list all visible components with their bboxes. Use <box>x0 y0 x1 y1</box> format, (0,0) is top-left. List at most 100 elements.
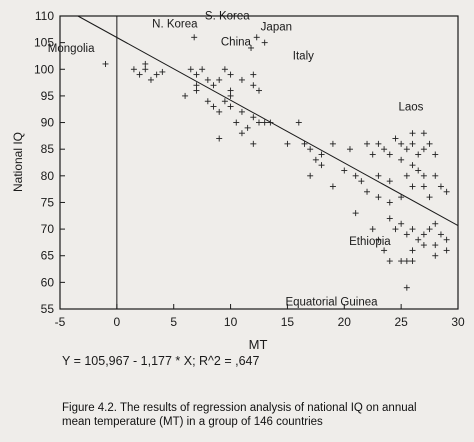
x-tick-label: 20 <box>338 315 352 329</box>
data-point-marker <box>381 247 388 254</box>
regression-line <box>77 15 459 227</box>
data-point-marker <box>420 146 427 153</box>
data-point-marker <box>443 188 450 195</box>
data-point-marker <box>261 39 268 46</box>
country-label: N. Korea <box>152 18 198 30</box>
data-point-marker <box>426 194 433 201</box>
data-point-marker <box>147 76 154 83</box>
data-point-marker <box>238 130 245 137</box>
regression-equation: Y = 105,967 - 1,177 * X; R^2 = ,647 <box>62 354 259 368</box>
data-points <box>102 34 450 291</box>
data-point-marker <box>250 140 257 147</box>
country-label: S. Korea <box>205 10 250 22</box>
data-point-marker <box>375 194 382 201</box>
data-point-marker <box>386 215 393 222</box>
data-point-marker <box>210 82 217 89</box>
data-point-marker <box>403 172 410 179</box>
data-point-marker <box>102 60 109 67</box>
data-point-marker <box>415 151 422 158</box>
data-point-marker <box>210 103 217 110</box>
y-tick-label: 110 <box>35 9 54 23</box>
data-point-marker <box>346 146 353 153</box>
y-tick-label: 75 <box>41 195 55 209</box>
data-point-marker <box>392 226 399 233</box>
data-point-marker <box>193 82 200 89</box>
x-tick-label: 30 <box>451 315 465 329</box>
data-point-marker <box>153 71 160 78</box>
data-point-marker <box>221 66 228 73</box>
data-point-marker <box>256 87 262 94</box>
data-point-marker <box>301 140 308 147</box>
data-point-marker <box>227 92 234 99</box>
data-point-marker <box>375 236 382 243</box>
data-point-marker <box>398 156 405 163</box>
y-tick-label: 100 <box>34 62 54 76</box>
data-point-marker <box>443 247 450 254</box>
data-point-marker <box>415 167 422 174</box>
x-axis-ticks: -5 0 5 10 15 20 25 30 <box>55 304 465 329</box>
data-point-marker <box>267 119 274 126</box>
data-point-marker <box>216 76 223 83</box>
plot-frame <box>59 15 459 310</box>
y-tick-label: 105 <box>34 36 54 50</box>
data-point-marker <box>426 140 433 147</box>
data-point-marker <box>191 34 198 41</box>
figure-caption: Figure 4.2. The results of regression an… <box>62 401 462 429</box>
data-point-marker <box>381 146 388 153</box>
data-point-marker <box>318 162 325 169</box>
data-point-marker <box>364 140 371 147</box>
data-point-marker <box>261 119 268 126</box>
data-point-marker <box>386 199 393 206</box>
data-point-marker <box>398 220 405 227</box>
data-point-marker <box>307 146 314 153</box>
data-point-marker <box>250 71 257 78</box>
country-label: Japan <box>261 22 292 34</box>
data-point-marker <box>443 236 450 243</box>
data-point-marker <box>426 226 433 233</box>
x-tick-label: 15 <box>281 315 295 329</box>
data-point-marker <box>318 151 325 158</box>
data-point-marker <box>221 98 228 105</box>
data-point-marker <box>409 247 416 254</box>
x-tick-label: 0 <box>114 315 121 329</box>
y-axis-ticks: 55 60 65 70 75 80 85 90 95 100 105 110 <box>34 9 65 316</box>
caption-line-2: mean temperature (MT) in a group of 146 … <box>62 416 323 428</box>
data-point-marker <box>204 98 211 105</box>
data-point-marker <box>409 162 416 169</box>
data-point-marker <box>437 183 444 190</box>
data-point-marker <box>307 172 314 179</box>
data-point-marker <box>358 178 365 185</box>
country-label: Italy <box>293 50 314 62</box>
x-tick-label: -5 <box>55 315 66 329</box>
data-point-marker <box>159 68 166 75</box>
data-point-marker <box>238 76 245 83</box>
data-point-marker <box>420 183 427 190</box>
x-axis-label: MT <box>249 337 268 352</box>
y-tick-label: 80 <box>41 169 55 183</box>
data-point-marker <box>187 66 194 73</box>
data-point-marker <box>341 167 348 174</box>
data-point-marker <box>142 66 149 73</box>
data-point-marker <box>375 140 382 147</box>
data-point-marker <box>420 172 427 179</box>
data-point-marker <box>409 183 416 190</box>
data-point-marker <box>369 151 376 158</box>
data-point-marker <box>403 231 410 238</box>
country-label: China <box>221 36 252 48</box>
data-point-marker <box>432 220 439 227</box>
y-tick-label: 55 <box>41 302 55 316</box>
data-point-marker <box>432 172 439 179</box>
y-tick-label: 85 <box>41 142 55 156</box>
data-point-marker <box>193 71 200 78</box>
data-point-marker <box>244 124 251 131</box>
x-tick-label: 25 <box>394 315 408 329</box>
data-point-marker <box>142 60 149 67</box>
x-tick-label: 10 <box>224 315 238 329</box>
data-point-marker <box>352 210 359 217</box>
data-point-marker <box>238 108 245 115</box>
data-point-marker <box>432 242 439 249</box>
data-point-marker <box>386 258 393 265</box>
data-point-marker <box>329 183 336 190</box>
data-point-marker <box>295 119 302 126</box>
data-point-marker <box>216 135 223 142</box>
